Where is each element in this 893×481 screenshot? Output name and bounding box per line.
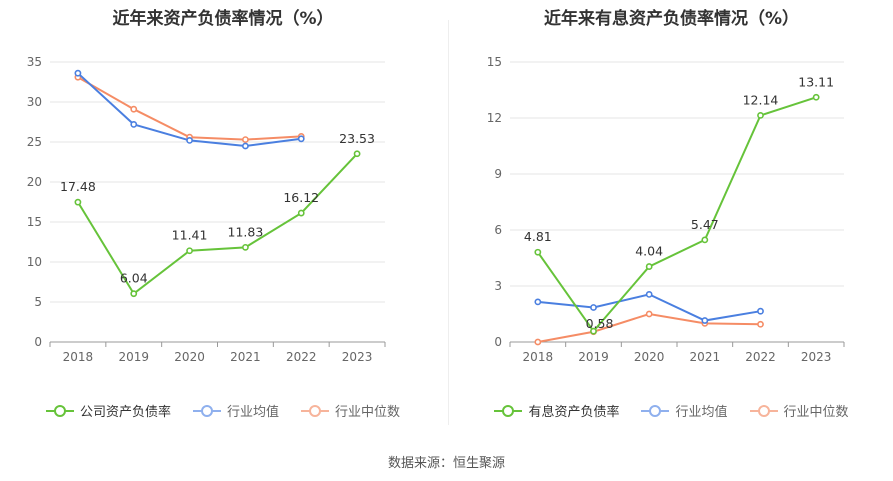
data-point[interactable] (130, 121, 138, 128)
left-chart-title: 近年来资产负债率情况（%） (112, 9, 334, 29)
data-point[interactable] (130, 105, 138, 113)
legend-line-marker-icon (641, 404, 670, 418)
y-tick-label: 10 (27, 255, 42, 269)
data-label: 23.53 (339, 131, 375, 146)
left-line-chart: 0 5 10 15 20 25 30 35 2018 2019 2020 2021 2022 2023 17… (27, 55, 386, 364)
y-tick-label: 5 (34, 295, 42, 309)
data-point[interactable] (534, 248, 542, 256)
legend-item-industry-avg[interactable]: 行业均值 (192, 401, 279, 420)
y-tick-label: 6 (494, 223, 502, 237)
legend-line-marker-icon (45, 404, 74, 418)
legend-label: 行业中位数 (335, 405, 401, 420)
y-tick-label: 25 (27, 135, 42, 149)
data-point[interactable] (757, 320, 764, 328)
data-point[interactable] (186, 247, 193, 255)
x-tick-label: 2023 (342, 350, 373, 364)
y-tick-label: 0 (34, 335, 42, 349)
data-point[interactable] (701, 317, 709, 324)
right-chart-legend: 有息资产负债率 行业均值 行业中位数 (450, 401, 893, 420)
data-point[interactable] (130, 290, 138, 298)
data-point[interactable] (812, 93, 820, 101)
data-label: 16.12 (283, 190, 319, 205)
series-line-2 (77, 76, 302, 141)
data-label: 17.48 (60, 179, 96, 194)
x-tick-label: 2022 (286, 350, 317, 364)
right-chart-title: 近年来有息资产负债率情况（%） (543, 9, 800, 29)
data-label: 13.11 (798, 74, 834, 89)
legend-label: 行业均值 (675, 405, 728, 420)
legend-label: 行业中位数 (783, 405, 849, 420)
x-tick-label: 2020 (634, 350, 665, 364)
data-point[interactable] (645, 263, 653, 270)
data-point[interactable] (74, 198, 82, 206)
data-point[interactable] (757, 307, 764, 315)
data-point[interactable] (242, 142, 249, 150)
left-chart-panel: 近年来资产负债率情况（%） 0 5 10 15 20 25 30 35 2018 2019 2020… (0, 0, 446, 430)
y-tick-label: 0 (494, 335, 502, 349)
legend-item-interest-bearing[interactable]: 有息资产负债率 (494, 401, 619, 420)
data-point[interactable] (353, 150, 361, 158)
data-label: 0.58 (586, 316, 614, 331)
y-tick-label: 15 (487, 55, 502, 69)
right-line-chart: 0 3 6 9 12 15 2018 2019 2020 2021 2022 2023 4.81 0.58… (487, 55, 845, 364)
x-tick-label: 2023 (801, 350, 832, 364)
data-label: 6.04 (120, 271, 148, 286)
x-tick-label: 2021 (230, 350, 261, 364)
x-tick-label: 2018 (523, 350, 554, 364)
data-point[interactable] (645, 310, 653, 318)
data-point[interactable] (534, 298, 542, 306)
data-label: 4.81 (524, 229, 552, 244)
data-point[interactable] (590, 304, 597, 311)
x-tick-label: 2019 (118, 350, 149, 364)
y-tick-label: 15 (27, 215, 42, 229)
y-tick-label: 12 (487, 111, 502, 125)
data-label: 11.83 (228, 224, 264, 239)
x-tick-label: 2021 (690, 350, 721, 364)
data-point[interactable] (242, 136, 249, 143)
data-point[interactable] (297, 209, 305, 217)
y-tick-label: 20 (27, 175, 42, 189)
series-line-2 (537, 312, 761, 343)
legend-item-industry-median[interactable]: 行业中位数 (301, 401, 400, 420)
legend-label: 公司资产负债率 (79, 405, 171, 420)
data-label: 4.04 (635, 244, 663, 259)
legend-line-marker-icon (301, 404, 329, 418)
data-point[interactable] (242, 243, 249, 251)
legend-line-marker-icon (192, 404, 221, 418)
y-tick-label: 3 (494, 279, 502, 293)
data-point[interactable] (74, 69, 82, 77)
legend-line-marker-icon (494, 404, 523, 418)
data-point[interactable] (534, 338, 542, 346)
y-tick-label: 30 (27, 95, 42, 109)
data-point[interactable] (297, 135, 305, 143)
data-point[interactable] (186, 136, 193, 144)
data-point[interactable] (645, 290, 653, 298)
panel-divider (448, 20, 449, 425)
x-tick-label: 2019 (578, 350, 609, 364)
data-label: 11.41 (172, 228, 208, 243)
y-tick-label: 35 (27, 55, 42, 69)
legend-label: 有息资产负债率 (528, 405, 620, 420)
right-chart-panel: 近年来有息资产负债率情况（%） 0 3 6 9 12 15 2018 2019 2020 2021… (450, 0, 893, 430)
data-point[interactable] (757, 111, 764, 119)
legend-label: 行业均值 (226, 405, 279, 420)
legend-item-company[interactable]: 公司资产负债率 (45, 401, 171, 420)
legend-line-marker-icon (749, 404, 778, 418)
series-line-0 (537, 96, 817, 333)
series-line-0 (77, 153, 358, 296)
data-point[interactable] (701, 236, 709, 244)
data-label: 5.47 (691, 217, 719, 232)
data-label: 12.14 (743, 92, 779, 107)
data-source-note: 数据来源：恒生聚源 (387, 456, 505, 471)
left-chart-legend: 公司资产负债率 行业均值 行业中位数 (0, 401, 446, 420)
y-tick-label: 9 (494, 167, 502, 181)
legend-item-industry-median[interactable]: 行业中位数 (749, 401, 849, 420)
x-tick-label: 2022 (745, 350, 776, 364)
x-tick-label: 2018 (63, 350, 94, 364)
legend-item-industry-avg[interactable]: 行业均值 (641, 401, 728, 420)
data-point[interactable] (590, 327, 597, 335)
x-tick-label: 2020 (174, 350, 205, 364)
